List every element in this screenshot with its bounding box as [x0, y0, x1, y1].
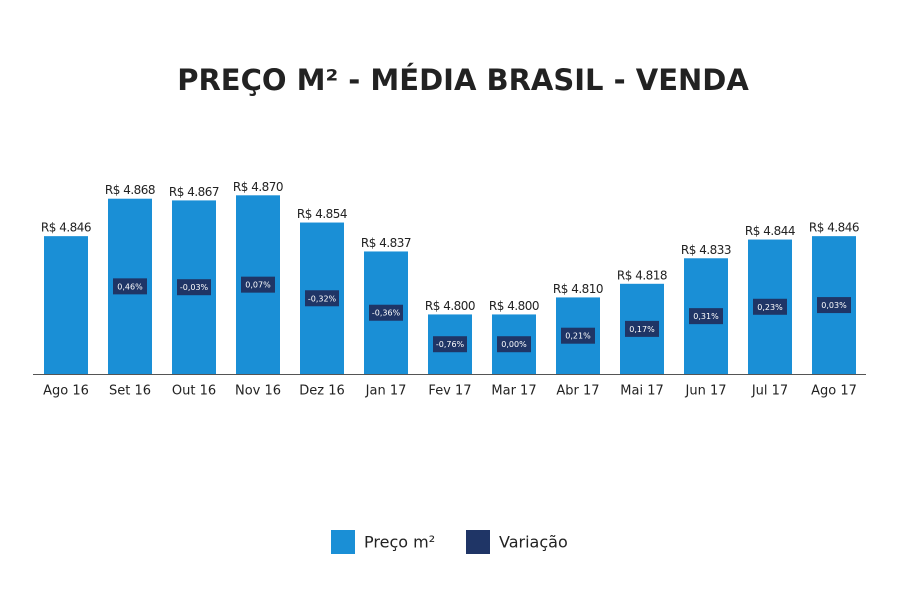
- value-label: R$ 4.837: [361, 236, 411, 250]
- variation-box: [817, 297, 851, 314]
- x-tick-label: Out 16: [172, 384, 216, 399]
- variation-label: 0,00%: [501, 340, 527, 349]
- variation-label: -0,32%: [308, 294, 337, 303]
- chart-title: PREÇO M² - MÉDIA BRASIL - VENDA: [177, 63, 749, 97]
- variation-box: [369, 304, 403, 321]
- variation-box: [497, 336, 531, 353]
- legend-label: Preço m²: [364, 533, 435, 552]
- value-label: R$ 4.867: [169, 185, 219, 199]
- variation-label: 0,17%: [629, 325, 655, 334]
- variation-box: [177, 279, 211, 296]
- variation-label: 0,46%: [117, 282, 143, 291]
- x-tick-label: Mar 17: [491, 384, 536, 399]
- x-tick-label: Jan 17: [365, 384, 407, 399]
- variation-box: [305, 290, 339, 307]
- variation-label: 0,23%: [757, 303, 783, 312]
- x-tick-label: Fev 17: [428, 384, 471, 399]
- value-label: R$ 4.800: [489, 299, 539, 313]
- variation-box: [241, 276, 275, 293]
- legend-swatch: [466, 530, 490, 554]
- variation-label: 0,07%: [245, 281, 271, 290]
- variation-label: -0,03%: [180, 283, 209, 292]
- variation-box: [113, 278, 147, 295]
- variation-box: [561, 327, 595, 344]
- value-label: R$ 4.854: [297, 207, 347, 221]
- value-label: R$ 4.800: [425, 299, 475, 313]
- value-label: R$ 4.810: [553, 282, 603, 296]
- x-tick-label: Set 16: [109, 384, 151, 399]
- x-tick-label: Dez 16: [299, 384, 345, 399]
- variation-box: [689, 308, 723, 325]
- variation-label: 0,31%: [693, 312, 719, 321]
- x-tick-label: Abr 17: [556, 384, 599, 399]
- variation-label: 0,03%: [821, 301, 847, 310]
- legend-label: Variação: [499, 533, 568, 552]
- variation-label: -0,36%: [372, 309, 401, 318]
- x-tick-label: Jul 17: [751, 384, 788, 399]
- value-label: R$ 4.846: [809, 221, 859, 235]
- legend-swatch: [331, 530, 355, 554]
- x-tick-label: Ago 17: [811, 384, 857, 399]
- variation-box: [753, 298, 787, 315]
- value-label: R$ 4.833: [681, 243, 731, 257]
- value-label: R$ 4.868: [105, 183, 155, 197]
- value-label: R$ 4.846: [41, 221, 91, 235]
- x-tick-label: Ago 16: [43, 384, 89, 399]
- x-tick-label: Jun 17: [685, 384, 727, 399]
- variation-box: [625, 320, 659, 337]
- x-tick-label: Mai 17: [620, 384, 663, 399]
- value-label: R$ 4.844: [745, 224, 795, 238]
- variation-label: 0,21%: [565, 332, 591, 341]
- x-tick-label: Nov 16: [235, 384, 281, 399]
- bar: [44, 236, 88, 374]
- value-label: R$ 4.818: [617, 268, 667, 282]
- value-label: R$ 4.870: [233, 180, 283, 194]
- variation-box: [433, 336, 467, 353]
- variation-label: -0,76%: [436, 340, 465, 349]
